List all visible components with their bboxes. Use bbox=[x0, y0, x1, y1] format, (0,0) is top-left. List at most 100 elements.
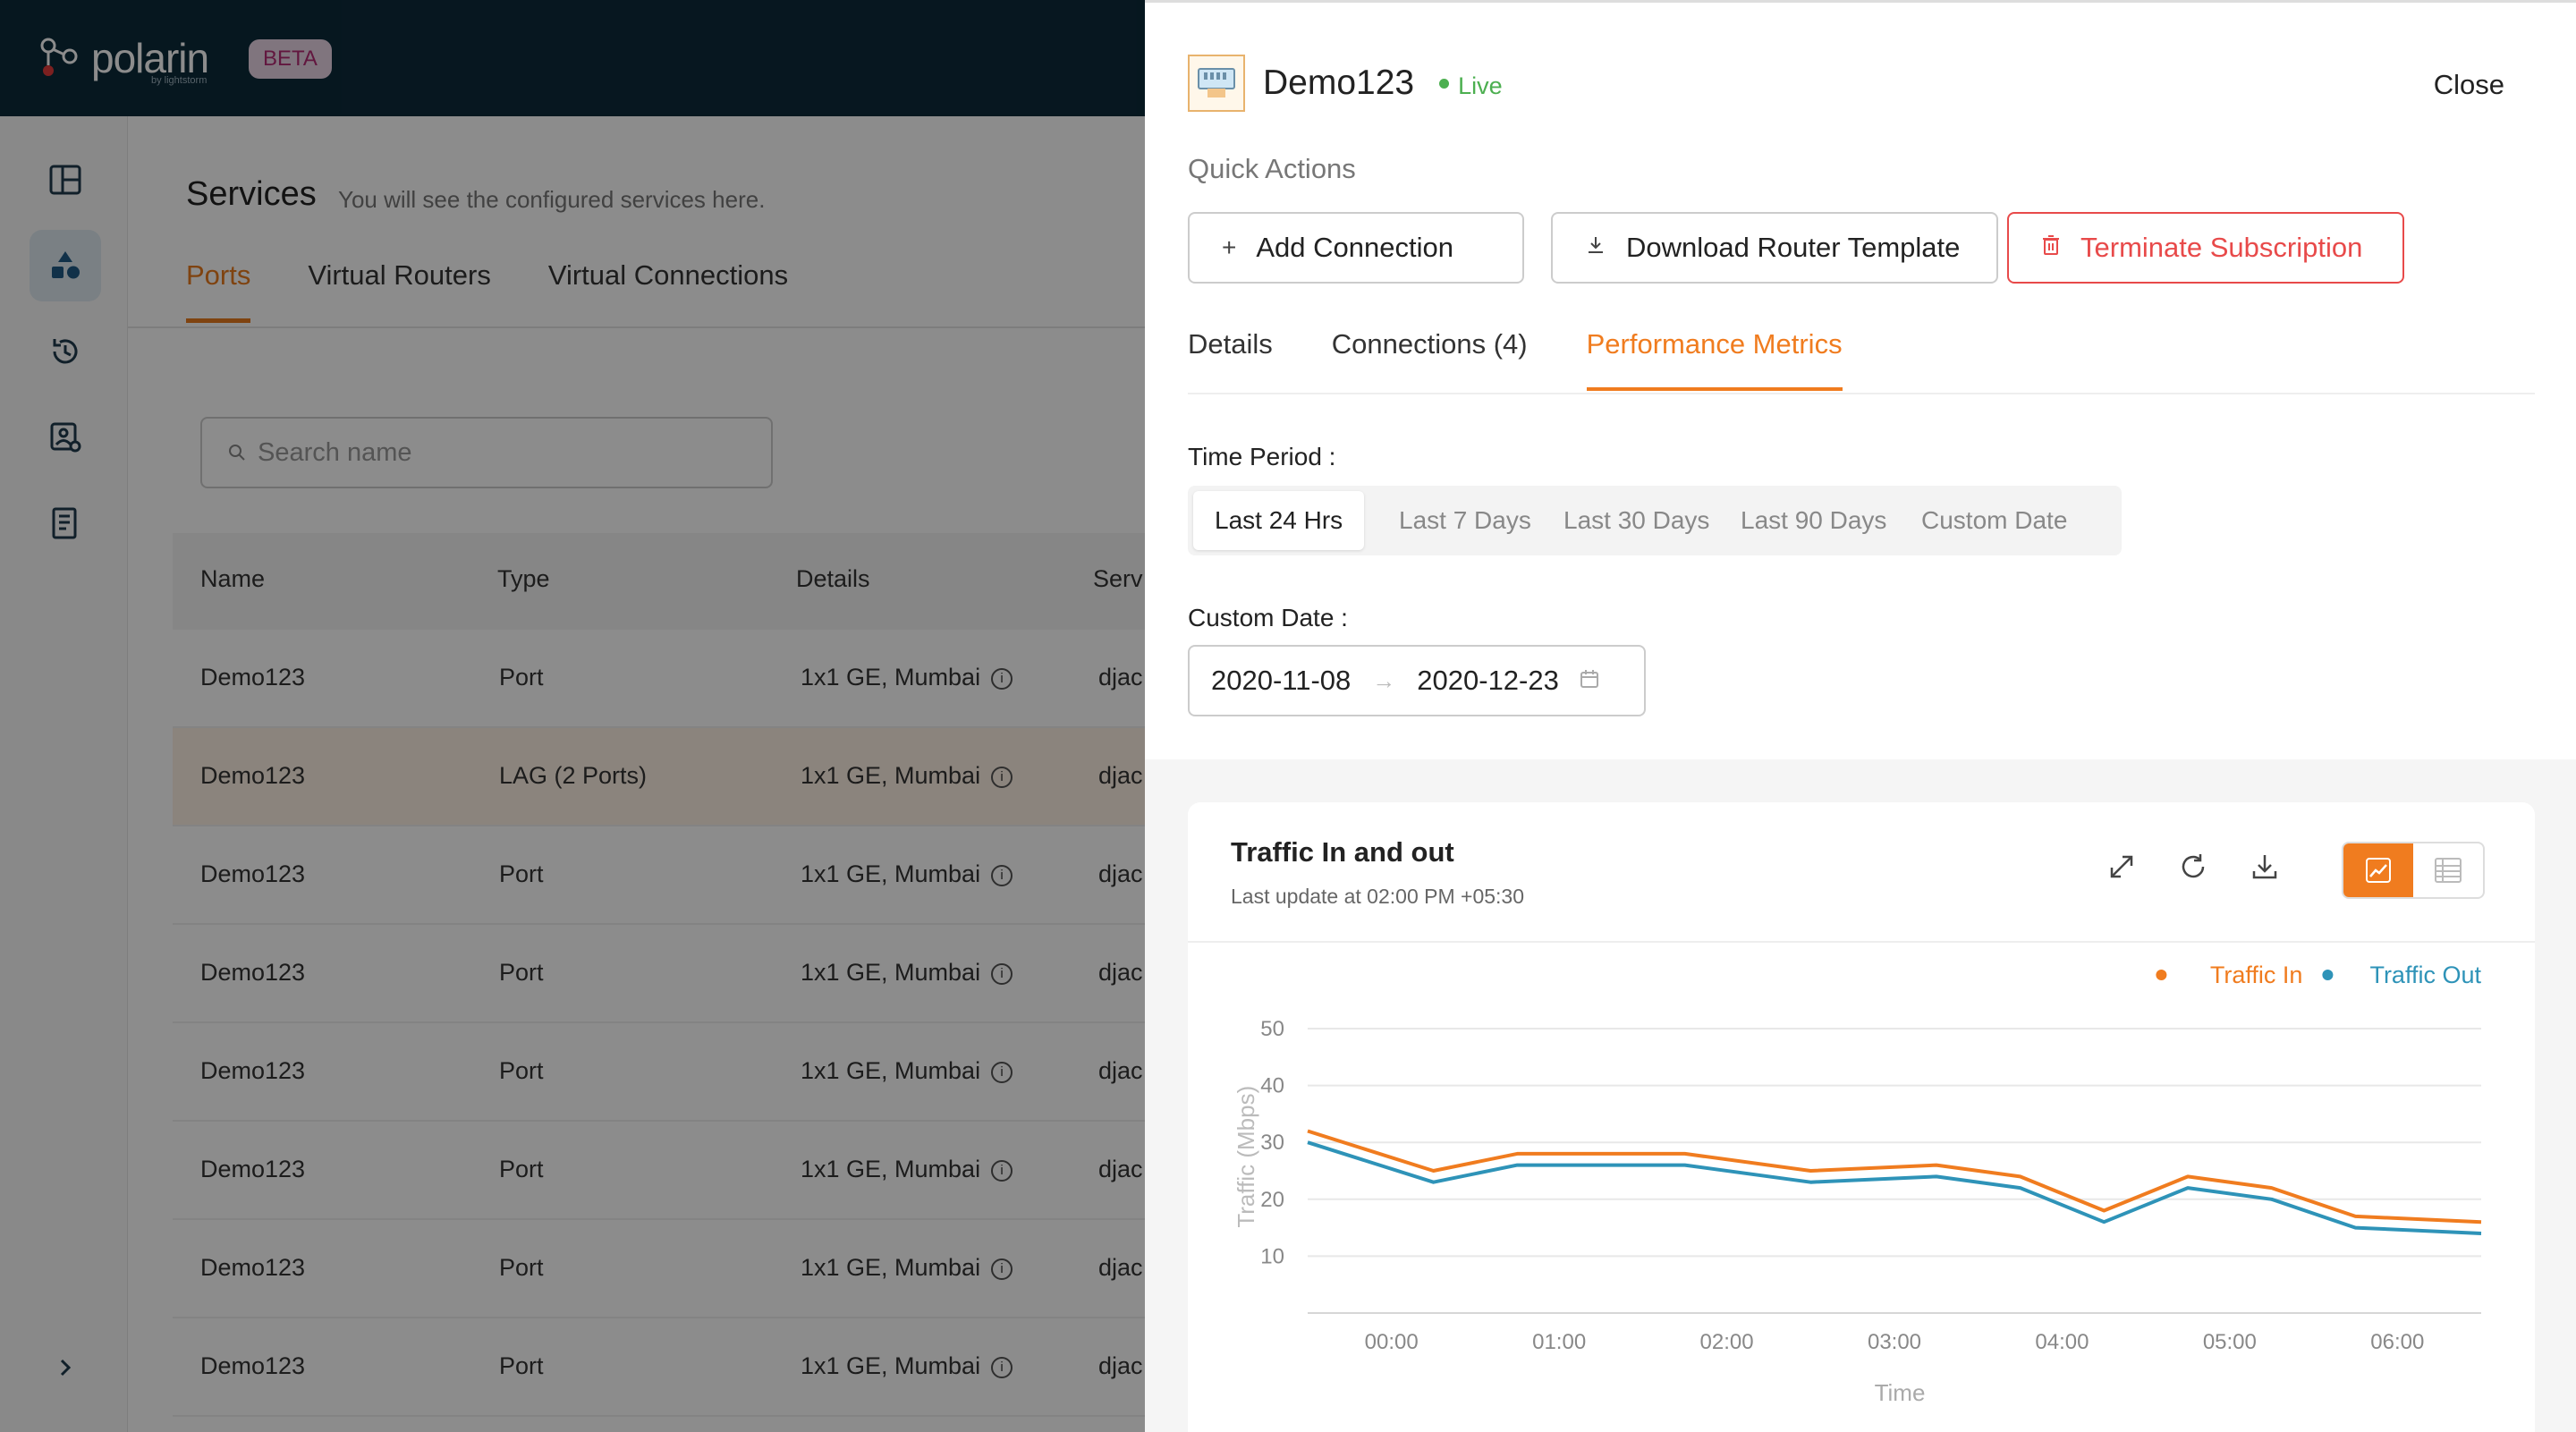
period-last-30-days[interactable]: Last 30 Days bbox=[1563, 506, 1710, 534]
shapes-icon bbox=[52, 251, 80, 279]
line-chart-icon bbox=[2366, 858, 2391, 883]
x-axis-label: Time bbox=[1875, 1379, 1926, 1406]
period-last-7-days[interactable]: Last 7 Days bbox=[1399, 506, 1531, 534]
download-icon bbox=[1585, 233, 1606, 262]
sidebar-item-billing[interactable] bbox=[30, 487, 101, 559]
info-icon[interactable]: i bbox=[991, 1061, 1013, 1083]
column-header-service[interactable]: Serv bbox=[1093, 565, 1143, 592]
sidebar-expand-button[interactable] bbox=[30, 1332, 101, 1403]
search-input[interactable] bbox=[258, 437, 758, 468]
logo-wordmark: polarin bbox=[91, 35, 209, 81]
chart-title: Traffic In and out bbox=[1231, 836, 1454, 868]
terminate-subscription-button[interactable]: Terminate Subscription bbox=[2007, 212, 2404, 284]
download-router-template-button[interactable]: Download Router Template bbox=[1551, 212, 1998, 284]
row-name: Demo123 bbox=[200, 1352, 306, 1379]
table-row[interactable]: Demo123 LAG (2 Ports) 1x1 GE, Mumbai i dj… bbox=[173, 728, 1157, 826]
table-row[interactable]: Demo123 Port 1x1 GE, Mumbai i djac bbox=[173, 630, 1157, 728]
row-name: Demo123 bbox=[200, 1057, 306, 1084]
sidebar-nav bbox=[0, 116, 128, 1432]
y-tick-label: 20 bbox=[1260, 1188, 1284, 1212]
row-name: Demo123 bbox=[200, 959, 306, 986]
search-icon bbox=[229, 445, 245, 461]
x-tick-label: 06:00 bbox=[2370, 1330, 2424, 1354]
row-service: djac bbox=[1098, 1156, 1143, 1182]
table-row[interactable]: Demo123 Port 1x1 GE, Mumbai i djac bbox=[173, 826, 1157, 925]
row-service: djac bbox=[1098, 1057, 1143, 1084]
calendar-icon[interactable] bbox=[1579, 665, 1600, 697]
sidebar-item-history[interactable] bbox=[30, 316, 101, 387]
info-icon[interactable]: i bbox=[991, 962, 1013, 985]
tab-connections[interactable]: Connections (4) bbox=[1331, 328, 1528, 360]
plus-icon: + bbox=[1222, 233, 1237, 261]
row-name: Demo123 bbox=[200, 762, 306, 789]
period-last-90-days[interactable]: Last 90 Days bbox=[1741, 506, 1887, 534]
tab-virtual-connections[interactable]: Virtual Connections bbox=[547, 259, 789, 291]
column-header-details[interactable]: Details bbox=[796, 565, 870, 592]
tab-ports[interactable]: Ports bbox=[186, 259, 251, 323]
row-service: djac bbox=[1098, 1352, 1143, 1379]
info-icon[interactable]: i bbox=[991, 1356, 1013, 1378]
row-service: djac bbox=[1098, 664, 1143, 691]
y-axis-label: Traffic (Mbps) bbox=[1233, 1086, 1259, 1228]
info-icon[interactable]: i bbox=[991, 766, 1013, 788]
polarin-logo[interactable]: polarin by lightstorm bbox=[39, 27, 209, 89]
row-type: Port bbox=[499, 1057, 544, 1084]
tab-details[interactable]: Details bbox=[1188, 328, 1273, 360]
table-row[interactable]: Demo123 Port 1x1 GE, Mumbai i djac bbox=[173, 1220, 1157, 1318]
table-row[interactable]: Demo123 Port 1x1 GE, Mumbai i djac bbox=[173, 1122, 1157, 1220]
info-icon[interactable]: i bbox=[991, 667, 1013, 690]
y-tick-label: 10 bbox=[1260, 1244, 1284, 1268]
tab-performance-metrics[interactable]: Performance Metrics bbox=[1586, 328, 1843, 391]
service-tabs: Ports Virtual Routers Virtual Connection… bbox=[186, 259, 788, 323]
period-last-24-hrs[interactable]: Last 24 Hrs bbox=[1193, 491, 1365, 550]
table-row[interactable]: Demo123 Port 1x1 GE, Mumbai i djac bbox=[173, 1023, 1157, 1122]
info-icon[interactable]: i bbox=[991, 1159, 1013, 1182]
row-type: Port bbox=[499, 1254, 544, 1281]
table-view-button[interactable] bbox=[2413, 843, 2483, 897]
info-icon[interactable]: i bbox=[991, 864, 1013, 886]
row-details-text: 1x1 GE, Mumbai bbox=[801, 959, 981, 986]
user-settings-icon bbox=[50, 422, 81, 453]
sidebar-item-settings[interactable] bbox=[30, 402, 101, 473]
column-header-name[interactable]: Name bbox=[200, 565, 266, 592]
live-status-label: Live bbox=[1458, 72, 1503, 99]
history-icon bbox=[53, 339, 78, 364]
add-connection-button[interactable]: + Add Connection bbox=[1188, 212, 1524, 284]
sidebar-item-services[interactable] bbox=[30, 230, 101, 301]
column-header-type[interactable]: Type bbox=[497, 565, 550, 592]
tabs-divider bbox=[128, 326, 1145, 328]
legend-marker bbox=[2156, 970, 2167, 980]
row-details: 1x1 GE, Mumbai i bbox=[801, 762, 1013, 790]
row-name: Demo123 bbox=[200, 664, 306, 691]
row-name: Demo123 bbox=[200, 1254, 306, 1281]
date-from[interactable]: 2020-11-08 bbox=[1211, 665, 1352, 696]
drawer-tabs-divider bbox=[1188, 393, 2535, 394]
info-icon[interactable]: i bbox=[991, 1258, 1013, 1280]
row-details: 1x1 GE, Mumbai i bbox=[801, 1156, 1013, 1183]
expand-icon[interactable] bbox=[2102, 847, 2141, 886]
refresh-icon[interactable] bbox=[2174, 847, 2213, 886]
legend-label: Traffic Out bbox=[2369, 962, 2481, 988]
drawer-header: Demo123 Live bbox=[1188, 55, 1503, 112]
close-button[interactable]: Close bbox=[2433, 69, 2504, 100]
period-custom-date[interactable]: Custom Date bbox=[1921, 506, 2068, 534]
date-to[interactable]: 2020-12-23 bbox=[1417, 665, 1559, 696]
row-details: 1x1 GE, Mumbai i bbox=[801, 1057, 1013, 1085]
table-row[interactable]: Demo123 Port 1x1 GE, Mumbai i djac bbox=[173, 925, 1157, 1023]
download-icon[interactable] bbox=[2245, 847, 2284, 886]
line-chart-view-button[interactable] bbox=[2343, 843, 2413, 897]
chart-last-update: Last update at 02:00 PM +05:30 bbox=[1231, 885, 1524, 908]
modal-overlay[interactable] bbox=[0, 0, 1145, 1432]
x-tick-label: 02:00 bbox=[1700, 1330, 1754, 1354]
date-range-picker[interactable]: 2020-11-08 → 2020-12-23 bbox=[1188, 645, 1646, 716]
table-row[interactable]: Demo123 Port 1x1 GE, Mumbai i djac bbox=[173, 1318, 1157, 1417]
add-connection-label: Add Connection bbox=[1256, 232, 1453, 263]
document-list-icon bbox=[52, 507, 77, 539]
x-tick-label: 00:00 bbox=[1365, 1330, 1419, 1354]
time-period-label: Time Period : bbox=[1188, 443, 1336, 470]
sidebar-item-dashboard[interactable] bbox=[30, 144, 101, 216]
page-title: Services bbox=[186, 175, 317, 213]
tab-virtual-routers[interactable]: Virtual Routers bbox=[308, 259, 491, 291]
row-type: Port bbox=[499, 1352, 544, 1379]
live-status-dot bbox=[1439, 78, 1450, 89]
